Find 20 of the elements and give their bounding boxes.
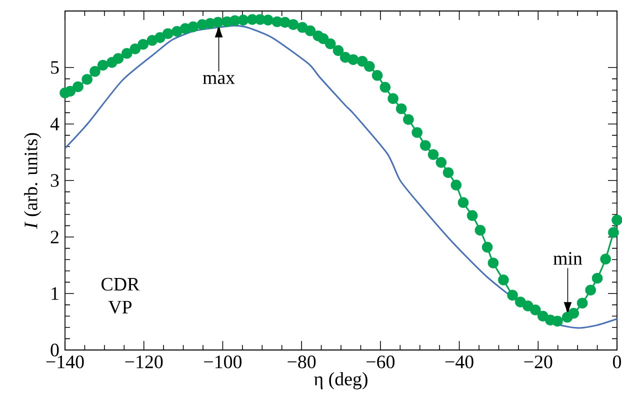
- y-tick-label: 1: [52, 287, 58, 300]
- y-tick-label: 4: [50, 118, 60, 130]
- annotation: max: [202, 74, 235, 84]
- x-tick-label: −20: [524, 356, 552, 368]
- x-tick-label: −140: [46, 356, 84, 368]
- x-tick-label: −120: [125, 356, 163, 368]
- x-tick-label: −80: [288, 356, 316, 368]
- annotation: VP: [108, 300, 132, 314]
- x-tick-label: −100: [204, 356, 242, 368]
- y-tick-label: 5: [51, 61, 59, 74]
- annotation: CDR: [102, 278, 140, 291]
- x-tick-label: −40: [445, 356, 474, 368]
- y-tick-label: 2: [50, 230, 58, 244]
- y-axis-title: I (arb. units): [24, 133, 42, 229]
- x-axis-title: η (deg): [314, 372, 368, 390]
- y-tick-label: 3: [50, 174, 59, 187]
- annotation: min: [553, 252, 582, 265]
- x-tick-label: −60: [366, 356, 395, 368]
- x-tick-label: 0: [612, 356, 622, 368]
- y-tick-label: 0: [50, 344, 59, 356]
